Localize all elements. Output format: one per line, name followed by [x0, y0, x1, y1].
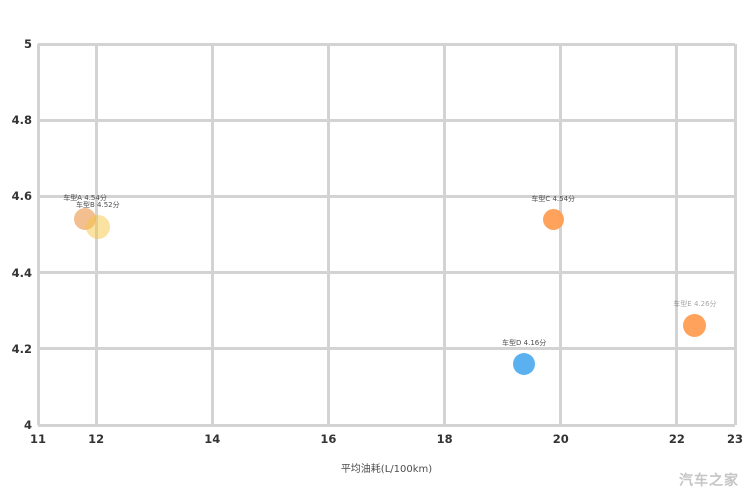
x-tick-label: 18 — [436, 432, 453, 446]
x-tick-label: 14 — [204, 432, 221, 446]
x-tick-label: 16 — [320, 432, 337, 446]
gridline-vertical — [326, 44, 330, 425]
gridline-vertical — [36, 44, 40, 425]
x-axis-title: 平均油耗(L/100km) — [340, 464, 433, 475]
x-tick-label: 20 — [552, 432, 569, 446]
gridline-vertical — [210, 44, 214, 425]
gridline-vertical — [443, 44, 447, 425]
gridline-horizontal — [38, 194, 735, 198]
data-point-bubble[interactable] — [85, 214, 110, 239]
data-point-label: 车型D 4.16分 — [502, 339, 547, 348]
gridline-horizontal — [38, 42, 735, 46]
gridline-vertical — [559, 44, 563, 425]
gridline-horizontal — [38, 118, 735, 122]
x-tick-label: 23 — [726, 432, 744, 446]
y-tick-label: 4.8 — [11, 113, 32, 128]
data-point-label: 车型B 4.52分 — [76, 200, 120, 209]
y-tick-label: 4 — [23, 418, 32, 432]
x-tick-label: 11 — [29, 432, 47, 446]
gridline-vertical — [733, 44, 737, 425]
x-tick-label: 12 — [88, 432, 105, 446]
gridline-horizontal — [38, 347, 735, 351]
watermark-logo: 汽车之家 — [679, 473, 739, 489]
data-point-bubble[interactable] — [542, 208, 564, 230]
gridline-horizontal — [38, 271, 735, 275]
x-tick-label: 22 — [668, 432, 685, 446]
data-point-bubble[interactable] — [683, 314, 707, 338]
data-point-label: 车型E 4.26分 — [673, 300, 717, 309]
gridline-horizontal — [38, 423, 735, 427]
y-tick-label: 5 — [23, 37, 32, 51]
y-tick-label: 4.4 — [11, 265, 32, 280]
data-point-label: 车型C 4.54分 — [531, 194, 576, 203]
gridline-vertical — [675, 44, 679, 425]
y-tick-label: 4.2 — [11, 341, 32, 356]
y-tick-label: 4.6 — [11, 189, 32, 204]
data-point-label: 车型A 4.54分 — [63, 194, 107, 203]
data-point-bubble[interactable] — [513, 353, 536, 376]
